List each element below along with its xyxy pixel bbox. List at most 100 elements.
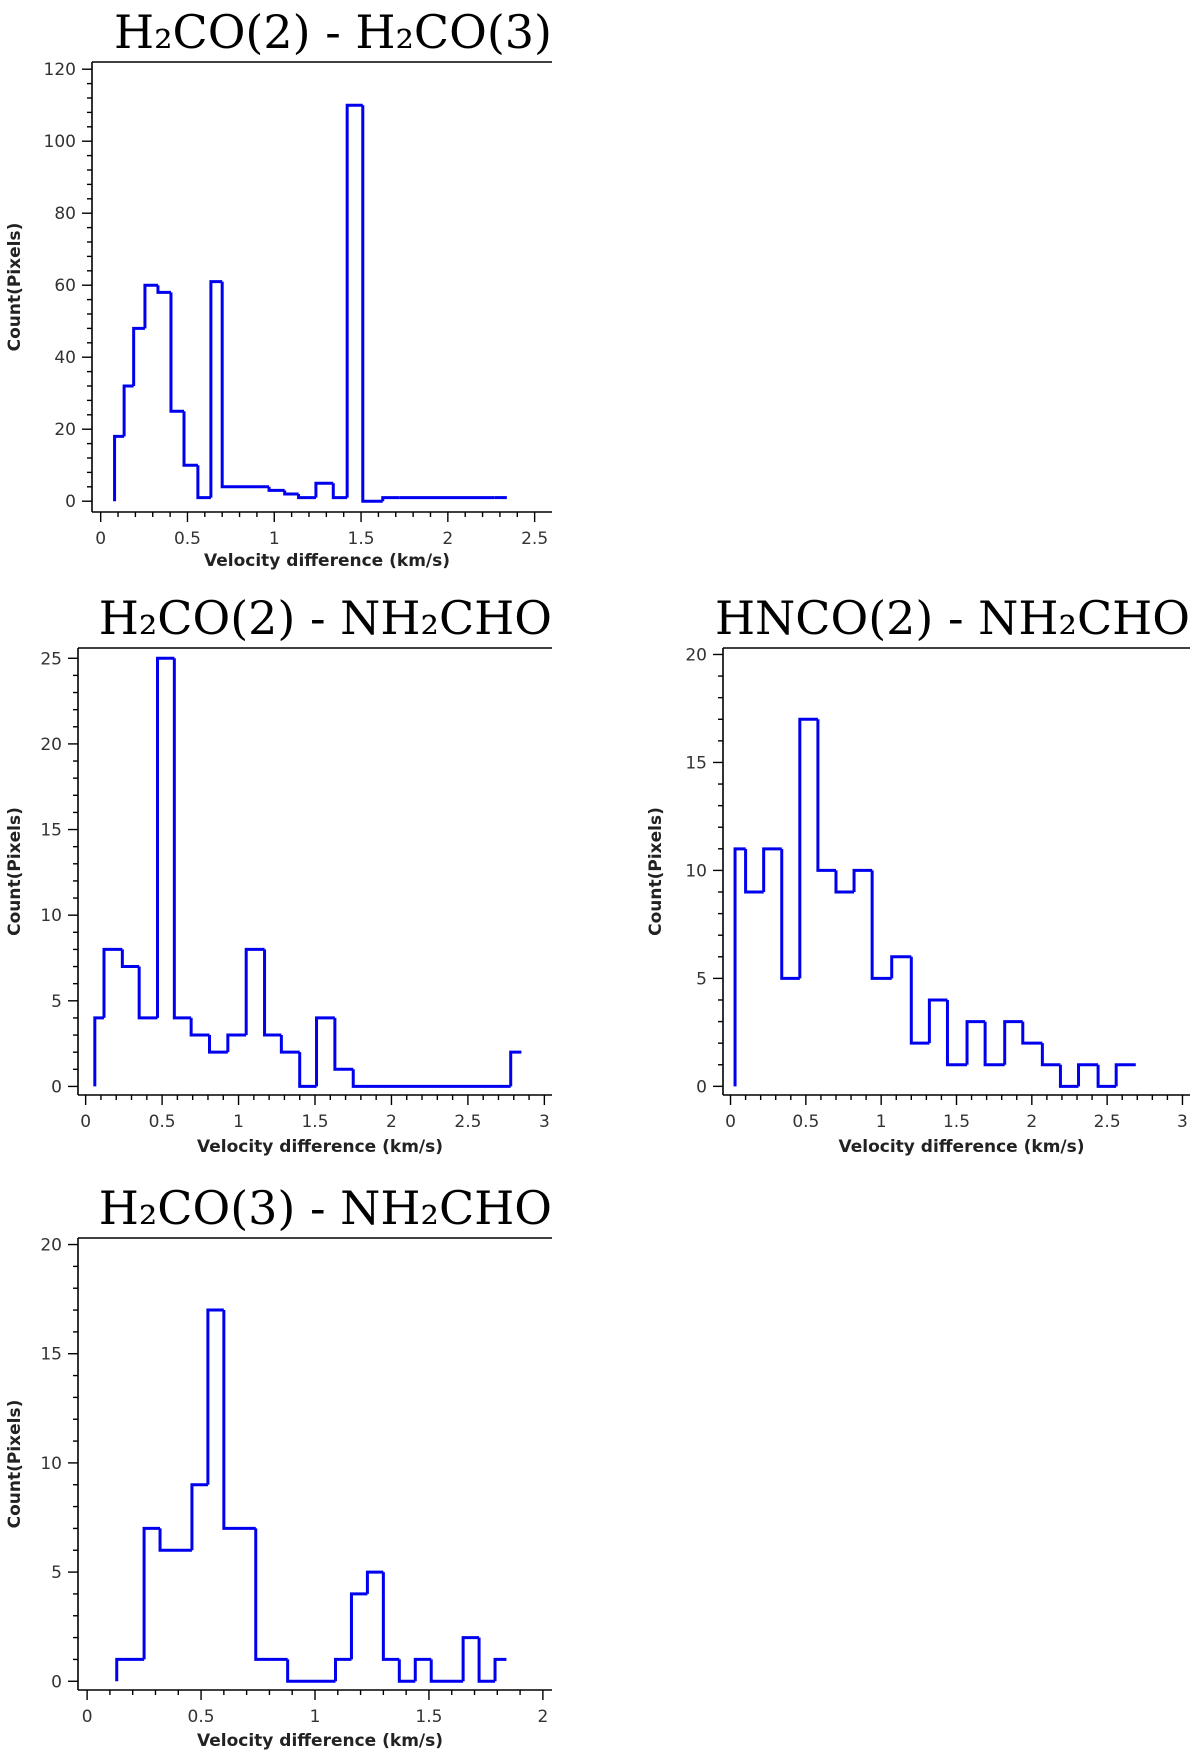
- histogram-bin: [283, 490, 299, 496]
- histogram-bin: [890, 955, 912, 979]
- histogram-bin: [314, 481, 334, 498]
- y-tick-label: 0: [65, 492, 76, 512]
- chart-title: H₂CO(2) - H₂CO(3): [114, 5, 552, 59]
- histogram-bin: [493, 1657, 507, 1682]
- histogram-bin: [279, 1035, 300, 1054]
- histogram-bin: [142, 1526, 161, 1660]
- histogram-bin: [196, 465, 211, 500]
- y-tick-label: 15: [685, 753, 707, 773]
- histogram-bin: [461, 1636, 480, 1682]
- histogram-panel-hnco2-nh2cho: HNCO(2) - NH₂CHO 0 5 10 15 20 0 0.5 1 1.5 2 2.5 3 Vel…: [646, 591, 1190, 1157]
- histogram-bin: [113, 434, 125, 502]
- histogram-bin: [132, 326, 145, 386]
- histogram-bin: [798, 717, 818, 979]
- x-tick-label: 0: [82, 1707, 93, 1727]
- histogram-bin: [834, 870, 855, 894]
- histogram-bin: [413, 1657, 432, 1682]
- histogram-bin: [331, 483, 348, 500]
- histogram-bin: [120, 949, 140, 969]
- histogram-series: [113, 103, 507, 503]
- histogram-bin: [156, 656, 175, 1018]
- histogram-bin: [334, 1657, 352, 1682]
- y-tick-label: 5: [51, 1563, 62, 1583]
- histogram-bin: [206, 1308, 224, 1485]
- y-tick-label: 60: [54, 276, 76, 296]
- y-tick-label: 0: [51, 1672, 62, 1692]
- x-tick-label: 3: [539, 1112, 550, 1132]
- x-tick-label: 1.5: [943, 1112, 970, 1132]
- y-tick-label: 25: [40, 649, 62, 669]
- histogram-bin: [1040, 1043, 1061, 1067]
- histogram-bin: [361, 105, 383, 503]
- histogram-bin: [209, 280, 223, 498]
- histogram-bin: [182, 411, 198, 467]
- histogram-bin: [1021, 1021, 1043, 1045]
- y-tick-label: 120: [44, 60, 76, 80]
- histogram-bin: [156, 285, 171, 294]
- histogram-bin: [349, 1592, 368, 1660]
- histogram-bin: [244, 947, 265, 1036]
- x-axis-label: Velocity difference (km/s): [197, 1731, 443, 1751]
- x-tick-label: 0: [95, 529, 106, 549]
- histogram-bin: [122, 384, 134, 437]
- x-tick-label: 3: [1177, 1112, 1188, 1132]
- y-tick-label: 0: [696, 1077, 707, 1097]
- y-tick-label: 100: [44, 132, 76, 152]
- y-tick-label: 10: [685, 861, 707, 881]
- x-tick-label: 2: [386, 1112, 397, 1132]
- histogram-bin: [983, 1021, 1005, 1067]
- histogram-bin: [189, 1017, 210, 1037]
- y-tick-label: 10: [40, 906, 62, 926]
- y-tick-label: 0: [51, 1077, 62, 1097]
- histogram-bin: [158, 1528, 192, 1552]
- x-tick-label: 0.5: [149, 1112, 176, 1132]
- histogram-bin: [298, 1052, 317, 1088]
- chart-title: HNCO(2) - NH₂CHO: [715, 591, 1190, 645]
- y-axis-label: Count(Pixels): [5, 1400, 25, 1529]
- chart-title: H₂CO(2) - NH₂CHO: [99, 591, 552, 645]
- x-tick-label: 1: [310, 1707, 321, 1727]
- histogram-bin: [397, 1659, 416, 1683]
- histogram-bin: [267, 486, 285, 492]
- x-axis-label: Velocity difference (km/s): [838, 1137, 1084, 1157]
- histogram-bin: [381, 1572, 400, 1661]
- histogram-bin: [220, 281, 270, 489]
- histogram-bin: [172, 658, 192, 1020]
- histogram-bin: [509, 1050, 522, 1087]
- histogram-bin: [1077, 1063, 1099, 1087]
- x-tick-label: 0.5: [174, 529, 201, 549]
- histogram-bin: [286, 1659, 336, 1683]
- x-tick-label: 1: [269, 529, 280, 549]
- histogram-bin: [169, 292, 184, 413]
- histogram-bin: [1096, 1064, 1117, 1088]
- histogram-bin: [945, 999, 968, 1067]
- histogram-bin: [93, 1016, 104, 1087]
- histogram-series: [115, 1308, 507, 1683]
- y-tick-label: 20: [40, 735, 62, 755]
- histogram-bin: [102, 947, 123, 1018]
- histogram-bin: [429, 1659, 464, 1683]
- histogram-bin: [733, 847, 746, 1087]
- histogram-series: [93, 656, 522, 1088]
- histogram-panel-h2co2-nh2cho: H₂CO(2) - NH₂CHO 0 5 10 15 20 25 0 0.5 1 1.5 2 2.5 3 V…: [5, 591, 552, 1157]
- y-tick-label: 20: [40, 1236, 62, 1256]
- histogram-bin: [965, 1020, 986, 1065]
- x-tick-label: 0: [725, 1112, 736, 1132]
- x-tick-label: 1.5: [301, 1112, 328, 1132]
- histogram-bin: [909, 956, 930, 1045]
- histogram-bin: [1114, 1063, 1136, 1087]
- histogram-series: [733, 717, 1136, 1088]
- histogram-bin: [351, 1069, 511, 1088]
- histogram-panel-h2co2-h2co3: H₂CO(2) - H₂CO(3) 0 20 40 60 80 100 120 0 0.5 1 1.5…: [5, 5, 552, 571]
- histogram-bin: [927, 998, 948, 1044]
- histogram-bin: [345, 103, 363, 498]
- x-tick-label: 0.5: [188, 1707, 215, 1727]
- y-tick-label: 15: [40, 821, 62, 841]
- histogram-bin: [226, 1033, 247, 1053]
- histogram-bin: [315, 1016, 335, 1087]
- histogram-bin: [263, 949, 282, 1037]
- x-tick-label: 1: [876, 1112, 887, 1132]
- y-axis-label: Count(Pixels): [5, 807, 25, 936]
- histogram-bin: [1058, 1064, 1079, 1088]
- y-tick-label: 40: [54, 348, 76, 368]
